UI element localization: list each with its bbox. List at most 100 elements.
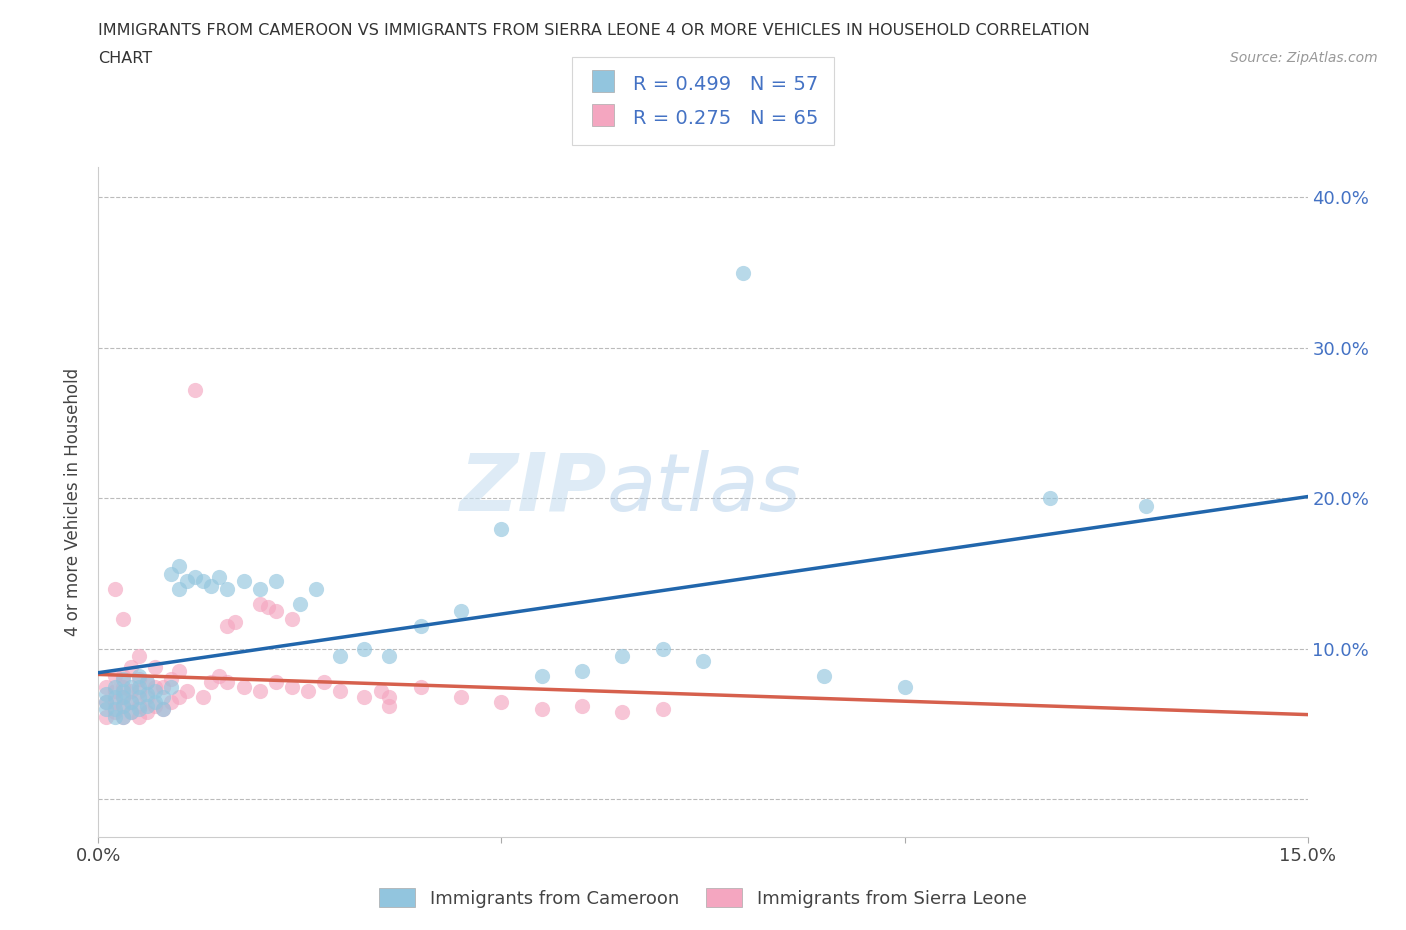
Point	[103, 694, 125, 709]
Point	[96, 694, 118, 709]
Point	[160, 694, 183, 709]
Point	[135, 674, 157, 689]
Point	[111, 669, 134, 684]
Point	[288, 596, 311, 611]
Point	[103, 690, 125, 705]
Point	[103, 705, 125, 720]
Point	[217, 674, 239, 689]
Point	[128, 701, 150, 716]
Point	[103, 679, 125, 694]
Point	[176, 684, 198, 698]
Point	[370, 684, 392, 698]
Point	[256, 599, 278, 614]
Point	[200, 578, 222, 593]
Point	[281, 679, 304, 694]
Point	[96, 701, 118, 716]
Point	[200, 674, 222, 689]
Point	[135, 674, 157, 689]
Point	[111, 671, 134, 686]
Point	[103, 710, 125, 724]
Text: CHART: CHART	[98, 51, 152, 66]
Point	[120, 684, 142, 698]
Point	[217, 581, 239, 596]
Point	[111, 679, 134, 694]
Point	[96, 710, 118, 724]
Point	[329, 684, 352, 698]
Point	[491, 694, 513, 709]
Point	[96, 694, 118, 709]
Point	[143, 684, 166, 698]
Point	[167, 581, 190, 596]
Text: Source: ZipAtlas.com: Source: ZipAtlas.com	[1230, 51, 1378, 65]
Point	[232, 574, 254, 589]
Point	[353, 690, 375, 705]
Point	[111, 710, 134, 724]
Point	[651, 642, 673, 657]
Point	[249, 581, 271, 596]
Point	[152, 679, 174, 694]
Point	[111, 698, 134, 713]
Point	[128, 710, 150, 724]
Point	[249, 596, 271, 611]
Point	[111, 690, 134, 705]
Point	[224, 615, 246, 630]
Point	[813, 669, 835, 684]
Point	[103, 684, 125, 698]
Point	[167, 690, 190, 705]
Point	[111, 611, 134, 626]
Point	[329, 649, 352, 664]
Point	[120, 705, 142, 720]
Point	[152, 701, 174, 716]
Point	[135, 705, 157, 720]
Point	[1135, 498, 1157, 513]
Point	[184, 569, 207, 584]
Point	[1039, 491, 1062, 506]
Point	[160, 679, 183, 694]
Point	[152, 690, 174, 705]
Point	[530, 701, 553, 716]
Point	[305, 581, 328, 596]
Point	[120, 705, 142, 720]
Point	[128, 684, 150, 698]
Point	[103, 669, 125, 684]
Point	[893, 679, 915, 694]
Point	[193, 690, 215, 705]
Point	[377, 690, 399, 705]
Point	[264, 574, 287, 589]
Point	[143, 698, 166, 713]
Point	[120, 694, 142, 709]
Point	[409, 679, 432, 694]
Point	[128, 690, 150, 705]
Point	[143, 694, 166, 709]
Point	[208, 669, 231, 684]
Legend: Immigrants from Cameroon, Immigrants from Sierra Leone: Immigrants from Cameroon, Immigrants fro…	[373, 882, 1033, 915]
Point	[128, 669, 150, 684]
Point	[111, 690, 134, 705]
Point	[128, 649, 150, 664]
Point	[530, 669, 553, 684]
Point	[193, 574, 215, 589]
Point	[353, 642, 375, 657]
Point	[96, 686, 118, 701]
Point	[128, 698, 150, 713]
Point	[160, 566, 183, 581]
Text: ZIP: ZIP	[458, 450, 606, 528]
Point	[111, 698, 134, 713]
Point	[96, 679, 118, 694]
Point	[184, 382, 207, 397]
Point	[571, 698, 593, 713]
Point	[264, 604, 287, 618]
Point	[128, 671, 150, 686]
Point	[111, 710, 134, 724]
Point	[297, 684, 319, 698]
Point	[103, 581, 125, 596]
Text: atlas: atlas	[606, 450, 801, 528]
Point	[208, 569, 231, 584]
Point	[409, 618, 432, 633]
Text: IMMIGRANTS FROM CAMEROON VS IMMIGRANTS FROM SIERRA LEONE 4 OR MORE VEHICLES IN H: IMMIGRANTS FROM CAMEROON VS IMMIGRANTS F…	[98, 23, 1090, 38]
Point	[314, 674, 336, 689]
Point	[612, 705, 634, 720]
Point	[651, 701, 673, 716]
Point	[692, 654, 714, 669]
Point	[264, 674, 287, 689]
